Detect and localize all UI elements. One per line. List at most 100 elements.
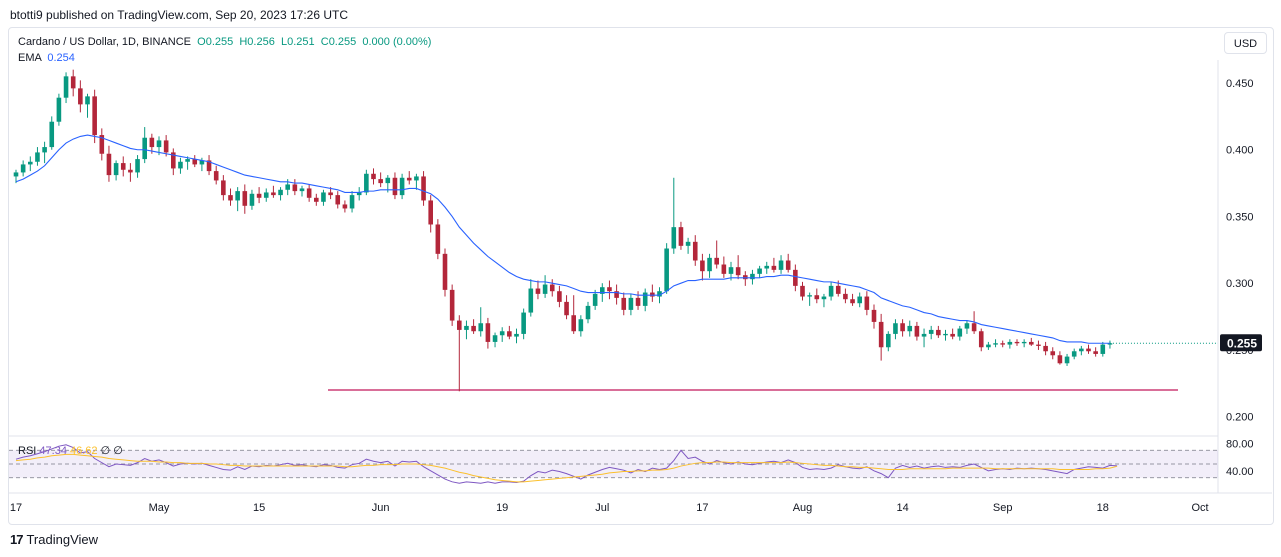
candle-body — [78, 88, 83, 105]
candle-body — [49, 121, 55, 148]
candle-body — [650, 292, 655, 297]
candle-body — [678, 227, 684, 246]
candle-body — [35, 152, 40, 162]
candle-body — [793, 269, 798, 286]
candle-body — [1021, 341, 1027, 344]
candle-body — [978, 331, 984, 348]
candle-body — [135, 159, 140, 173]
rsi-tick-label: 40.00 — [1226, 466, 1254, 478]
candle-body — [285, 184, 290, 190]
candle-body — [557, 291, 562, 302]
candle-body — [92, 96, 97, 136]
candle-body — [1029, 341, 1034, 345]
candle-body — [1007, 341, 1013, 345]
candle-body — [549, 284, 555, 292]
currency-button[interactable]: USD — [1224, 32, 1267, 54]
candle-body — [156, 140, 162, 148]
candle-body — [263, 192, 269, 198]
candle-body — [957, 328, 963, 337]
rsi-value: 47.34 — [39, 445, 67, 457]
price-tick-label: 0.200 — [1226, 412, 1254, 424]
rsi-ma-value: 46.62 — [70, 445, 98, 457]
change-value: 0.000 (0.00%) — [362, 36, 432, 48]
candle-body — [607, 287, 612, 292]
candle-body — [1100, 344, 1106, 354]
candle-body — [471, 325, 476, 332]
tradingview-logo-icon: 17 — [10, 532, 24, 547]
rsi-label: RSI — [18, 445, 37, 457]
ema-legend: EMA 0.254 — [18, 52, 75, 64]
candle-body — [385, 177, 391, 184]
time-tick-label: 15 — [253, 502, 265, 514]
candle-body — [1057, 355, 1063, 364]
time-tick-label: 17 — [696, 502, 708, 514]
candle-body — [707, 257, 712, 272]
candle-body — [63, 76, 69, 98]
candle-body — [800, 285, 805, 297]
candle-body — [499, 331, 505, 336]
ema-line — [15, 134, 1110, 344]
candle-body — [378, 179, 383, 184]
candle-body — [521, 312, 526, 334]
candle-body — [113, 163, 119, 176]
candle-body — [771, 265, 777, 270]
candle-body — [242, 191, 248, 206]
candle-body — [13, 172, 19, 177]
candle-body — [542, 284, 548, 294]
ema-value: 0.254 — [47, 52, 75, 64]
candle-body — [235, 191, 240, 201]
candle-body — [314, 197, 319, 202]
candle-body — [986, 344, 991, 348]
rsi-tick-label: 80.00 — [1226, 438, 1254, 450]
candle-body — [356, 192, 362, 196]
candle-body — [621, 297, 627, 310]
candle-body — [635, 297, 641, 306]
high-value: H0.256 — [239, 36, 275, 48]
price-tick-label: 0.400 — [1226, 145, 1254, 157]
candle-body — [442, 253, 448, 290]
candle-body — [163, 140, 169, 153]
candle-body — [886, 333, 891, 348]
candle-body — [271, 192, 276, 196]
candle-body — [206, 160, 212, 172]
rsi-legend: RSI 47.34 46.62 ∅ ∅ — [18, 444, 123, 457]
candle-body — [828, 285, 834, 297]
candle-body — [843, 293, 848, 300]
candle-body — [178, 161, 183, 169]
candle-body — [1093, 351, 1098, 354]
candle-body — [42, 147, 47, 153]
candle-body — [514, 333, 519, 337]
candle-body — [943, 333, 948, 336]
candle-body — [85, 96, 90, 105]
price-badge-bg — [1220, 334, 1262, 352]
candle-body — [657, 291, 662, 297]
price-tick-label: 0.350 — [1226, 211, 1254, 223]
candle-body — [328, 192, 333, 196]
candle-body — [20, 164, 26, 173]
candle-body — [478, 323, 484, 332]
candle-body — [821, 296, 827, 300]
candle-body — [914, 325, 920, 337]
candle-body — [642, 292, 648, 306]
candle-body — [735, 267, 741, 276]
close-value: C0.255 — [320, 36, 357, 48]
time-tick-label: Jun — [372, 502, 390, 514]
candle-body — [750, 273, 755, 280]
candle-body — [571, 315, 576, 332]
footer-brand[interactable]: 17 TradingView — [10, 532, 98, 547]
candle-body — [743, 275, 748, 280]
candle-body — [685, 241, 691, 246]
candle-body — [507, 331, 512, 337]
candle-body — [292, 184, 298, 192]
candle-body — [671, 227, 677, 249]
candle-body — [306, 188, 312, 198]
candle-body — [1014, 341, 1020, 344]
candle-body — [871, 309, 877, 322]
symbol-legend: Cardano / US Dollar, 1D, BINANCE O0.255 … — [18, 36, 431, 48]
candle-body — [1043, 345, 1048, 352]
candle-body — [106, 153, 112, 176]
candle-body — [99, 135, 105, 154]
candle-body — [70, 76, 76, 89]
time-tick-label: 19 — [496, 502, 508, 514]
